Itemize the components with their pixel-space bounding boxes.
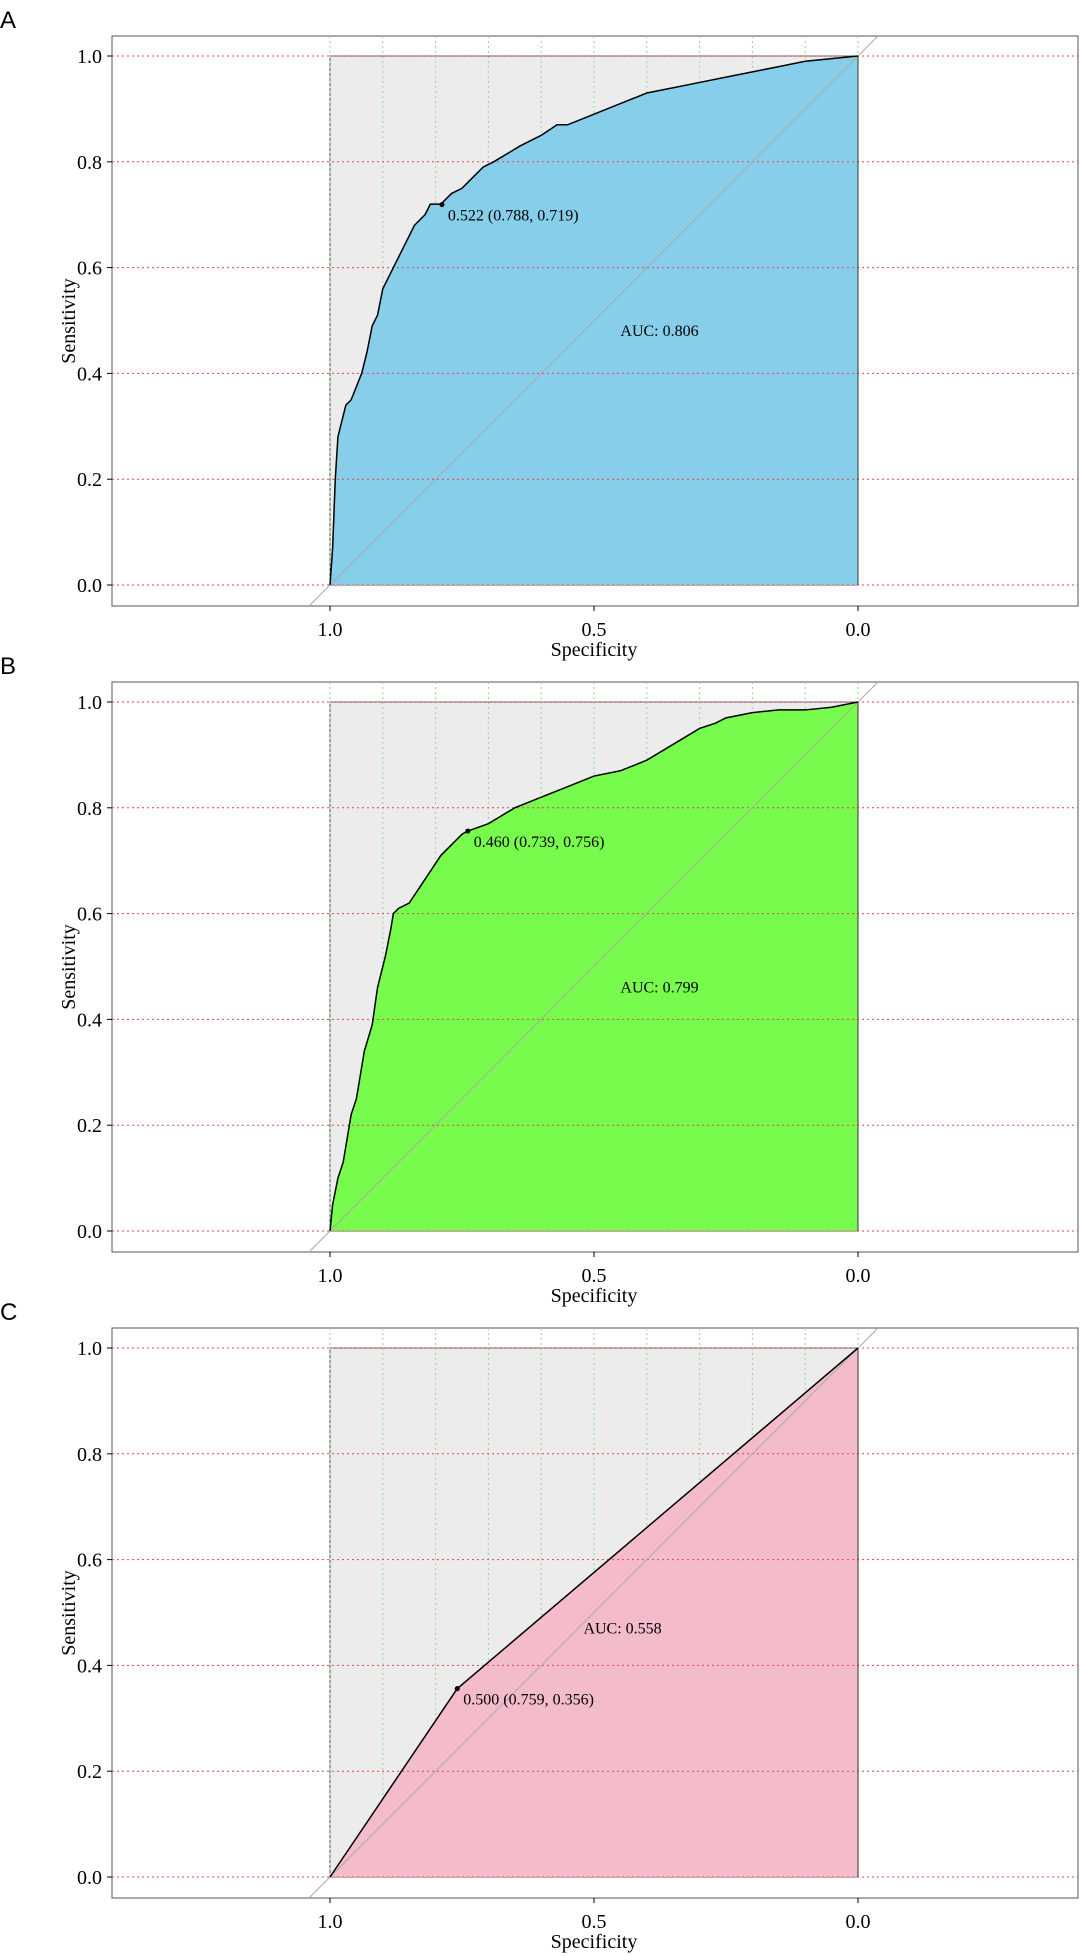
y-tick-label: 0.0 xyxy=(77,1221,102,1243)
x-tick-label: 1.0 xyxy=(318,1911,343,1933)
y-tick-label: 1.0 xyxy=(77,692,102,714)
y-tick-label: 0.4 xyxy=(77,1009,102,1031)
roc-curve xyxy=(329,55,859,586)
roc-panel-a: A 0.522 (0.788, 0.719) AUC: 0.806 0.0 0.2 0.4… xyxy=(0,7,1079,661)
auc-label: AUC: 0.799 xyxy=(620,980,698,997)
y-tick-label: 0.2 xyxy=(77,469,102,491)
plot-frame xyxy=(111,35,1079,607)
x-axis-label: Specificity xyxy=(551,639,638,661)
y-tick-label: 0.6 xyxy=(77,904,102,926)
x-tick-label: 0.5 xyxy=(582,1265,607,1287)
y-tick-label: 0.8 xyxy=(77,1444,102,1466)
panel-letter: A xyxy=(0,7,16,34)
x-axis-label: Specificity xyxy=(551,1285,638,1307)
y-tick-label: 1.0 xyxy=(77,46,102,68)
y-tick-label: 0.6 xyxy=(77,1550,102,1572)
panel-letter: C xyxy=(0,1299,17,1326)
roc-panel-b: B 0.460 (0.739, 0.756) AUC: 0.799 0.0 0.2 0.4… xyxy=(0,653,1079,1307)
diagonal-line xyxy=(309,35,879,606)
x-tick-label: 1.0 xyxy=(318,619,343,641)
x-tick-label: 0.0 xyxy=(846,619,871,641)
y-axis-label: Sensitivity xyxy=(58,1570,80,1656)
x-tick-label: 0.5 xyxy=(582,1911,607,1933)
plot-frame xyxy=(111,681,1079,1253)
y-tick-label: 0.8 xyxy=(77,152,102,174)
y-tick-label: 0.0 xyxy=(77,575,102,597)
y-axis-label: Sensitivity xyxy=(58,278,80,364)
diagonal-line xyxy=(309,681,879,1252)
y-tick-label: 0.2 xyxy=(77,1115,102,1137)
y-tick-label: 0.4 xyxy=(77,1655,102,1677)
roc-panel-c: C 0.500 (0.759, 0.356) AUC: 0.558 0.0 0.2 0.4… xyxy=(0,1299,1079,1953)
y-tick-label: 0.8 xyxy=(77,798,102,820)
plot-frame xyxy=(111,1327,1079,1899)
x-tick-label: 0.0 xyxy=(846,1265,871,1287)
threshold-point xyxy=(465,828,471,834)
threshold-label: 0.522 (0.788, 0.719) xyxy=(448,208,579,225)
roc-curve xyxy=(329,701,859,1232)
threshold-point xyxy=(454,1686,460,1692)
x-tick-label: 0.5 xyxy=(582,619,607,641)
x-tick-label: 0.0 xyxy=(846,1911,871,1933)
y-tick-label: 0.0 xyxy=(77,1867,102,1889)
y-tick-label: 0.4 xyxy=(77,363,102,385)
threshold-point xyxy=(439,202,445,208)
diagonal-line xyxy=(309,1327,879,1898)
y-tick-label: 0.2 xyxy=(77,1761,102,1783)
y-tick-label: 1.0 xyxy=(77,1338,102,1360)
y-tick-label: 0.6 xyxy=(77,258,102,280)
x-axis-label: Specificity xyxy=(551,1931,638,1953)
auc-label: AUC: 0.558 xyxy=(583,1620,661,1637)
y-axis-label: Sensitivity xyxy=(58,924,80,1010)
auc-label: AUC: 0.806 xyxy=(620,323,698,340)
threshold-label: 0.500 (0.759, 0.356) xyxy=(463,1692,594,1709)
panel-letter: B xyxy=(0,653,16,680)
threshold-label: 0.460 (0.739, 0.756) xyxy=(474,834,605,851)
x-tick-label: 1.0 xyxy=(318,1265,343,1287)
